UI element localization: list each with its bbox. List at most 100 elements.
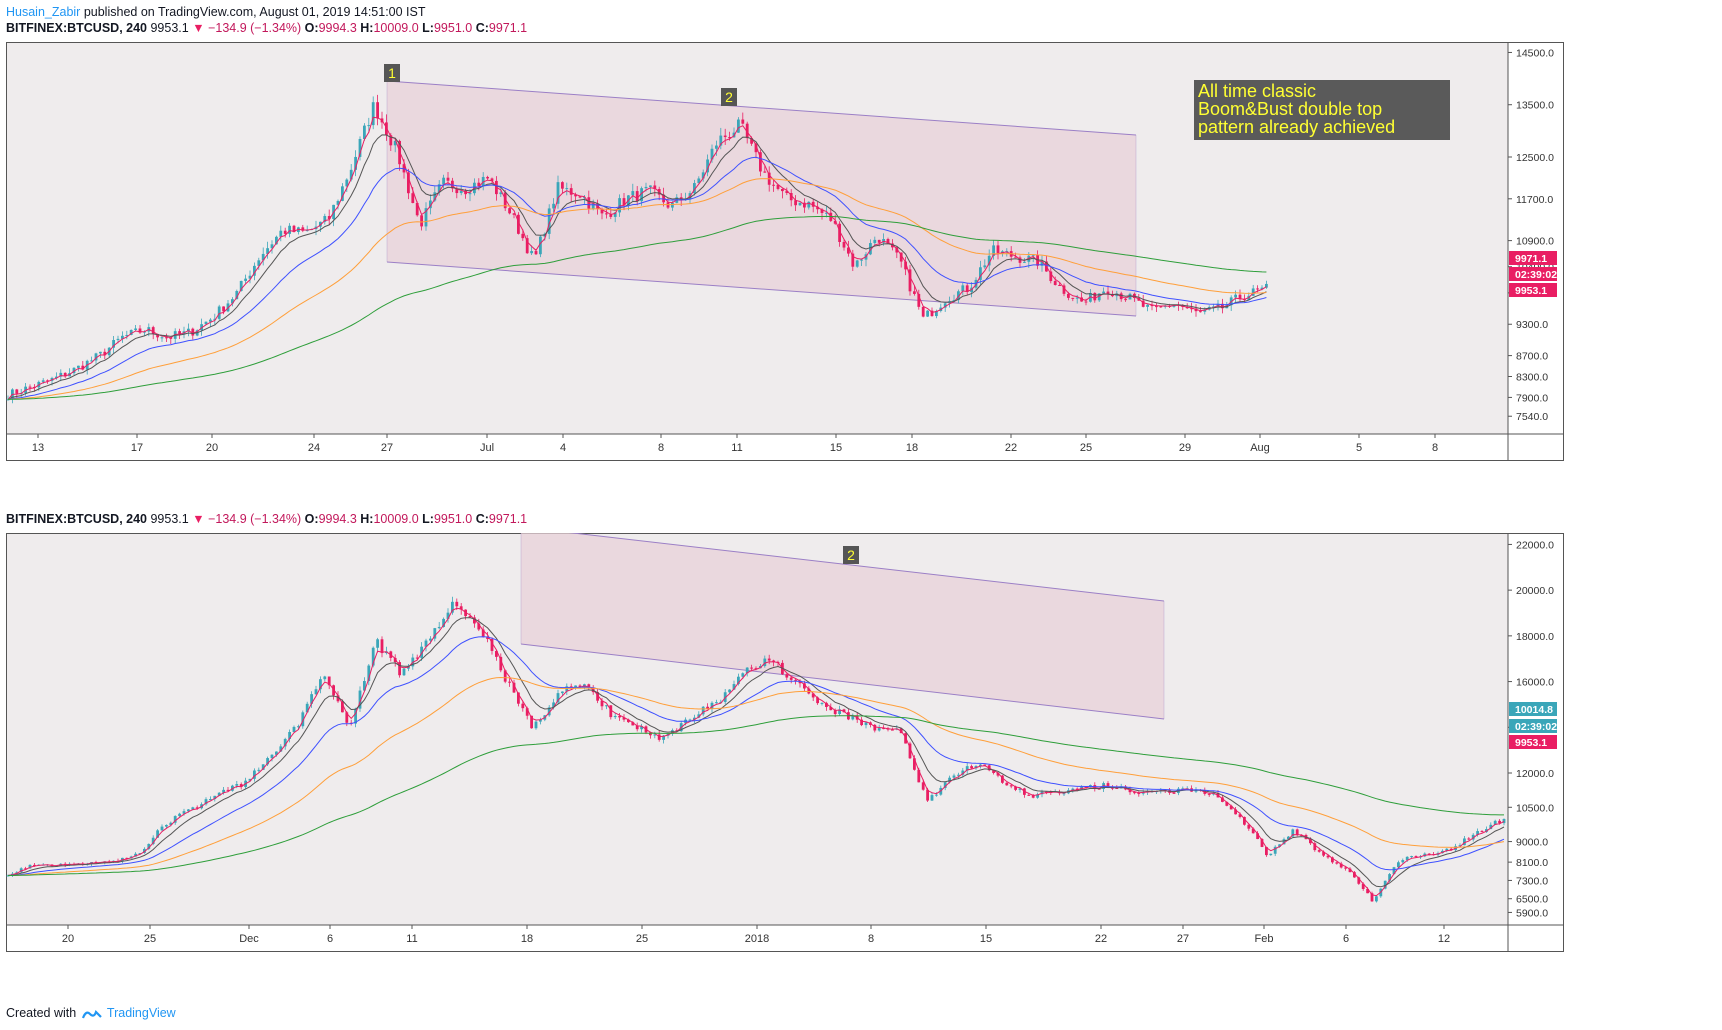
candle-body xyxy=(671,202,674,208)
x-tick-label: 27 xyxy=(381,442,393,454)
candle-body xyxy=(811,693,815,698)
candle-body xyxy=(270,754,274,759)
candle-body xyxy=(363,681,366,691)
candle-body xyxy=(622,198,626,206)
candle-body xyxy=(209,319,212,322)
chart-svg-bottom[interactable]: 22000.020000.018000.016000.014000.012000… xyxy=(6,533,1718,995)
y-tick-label: 18000.0 xyxy=(1516,631,1554,643)
candle-body xyxy=(424,640,428,647)
candle-body xyxy=(675,730,679,732)
candle-body xyxy=(1159,306,1163,308)
candle-body xyxy=(495,650,498,657)
candle-body xyxy=(640,188,643,202)
pane-border xyxy=(6,533,1564,952)
candle-body xyxy=(772,184,775,186)
x-tick-label: Dec xyxy=(239,933,259,945)
chart-pane-top[interactable]: 14500.013500.012500.011700.010900.010400… xyxy=(6,42,1718,504)
candle-body xyxy=(556,693,560,703)
candle-body xyxy=(693,183,696,194)
candle-body xyxy=(631,722,635,726)
candle-body xyxy=(1058,284,1061,286)
candle-body xyxy=(437,626,441,629)
candle-body xyxy=(1071,788,1075,791)
candle-body xyxy=(1102,291,1105,294)
candle-body xyxy=(600,700,604,707)
tradingview-logo-icon xyxy=(81,1009,102,1019)
channel-lower-line xyxy=(386,261,1137,317)
candle-body xyxy=(1238,294,1242,300)
candle-body xyxy=(187,809,190,812)
legend-change: −134.9 (−1.34%) xyxy=(208,21,302,35)
candle-body xyxy=(327,216,331,220)
annotation-text-line: Boom&Bust double top xyxy=(1198,99,1382,119)
last-price-label-bg xyxy=(1509,283,1557,297)
candle-body xyxy=(1410,856,1413,858)
candle-body xyxy=(1458,845,1462,847)
y-tick-label: 12500.0 xyxy=(1516,152,1554,164)
candle-body xyxy=(1097,788,1101,790)
candle-body xyxy=(1221,303,1224,309)
down-arrow-icon: ▼ xyxy=(192,512,205,526)
candle-body xyxy=(869,243,872,255)
ema-green-line xyxy=(8,715,1504,876)
candle-body xyxy=(1212,793,1215,795)
tradingview-brand-link[interactable]: TradingView xyxy=(106,1006,176,1020)
candle-body xyxy=(1251,828,1255,834)
candle-body xyxy=(103,351,107,356)
candle-body xyxy=(908,269,912,292)
x-tick-label: 11 xyxy=(406,933,417,945)
candle-body xyxy=(341,186,344,201)
y-tick-label: 8100.0 xyxy=(1516,857,1548,869)
candle-body xyxy=(407,172,410,194)
legend-top: BITFINEX:BTCUSD, 240 9953.1 ▼ −134.9 (−1… xyxy=(6,20,527,36)
candle-body xyxy=(697,714,701,718)
candle-body xyxy=(979,764,982,767)
legend-high-label: H: xyxy=(360,512,374,526)
candle-body xyxy=(28,864,32,869)
author-link[interactable]: Husain_Zabir xyxy=(6,5,81,19)
candle-body xyxy=(72,367,76,374)
candle-body xyxy=(134,853,137,857)
candle-body xyxy=(468,616,472,618)
candle-body xyxy=(451,601,454,613)
x-tick-label: 17 xyxy=(131,442,143,454)
candle-body xyxy=(917,293,921,307)
chart-pane-bottom[interactable]: 22000.020000.018000.016000.014000.012000… xyxy=(6,533,1718,995)
y-tick-label: 13500.0 xyxy=(1516,100,1554,112)
candle-body xyxy=(750,138,753,144)
chart-svg-top[interactable]: 14500.013500.012500.011700.010900.010400… xyxy=(6,42,1718,504)
candle-body xyxy=(1014,786,1017,790)
ema-blue-line xyxy=(7,156,1267,400)
candle-body xyxy=(1313,843,1317,851)
candle-body xyxy=(825,702,828,707)
candle-body xyxy=(820,209,824,213)
candle-body xyxy=(138,853,142,855)
candle-body xyxy=(1027,794,1031,796)
candle-body xyxy=(996,772,1000,776)
candle-body xyxy=(1084,786,1088,788)
candle-body xyxy=(279,746,283,752)
candle-body xyxy=(605,213,608,215)
candle-body xyxy=(429,200,432,209)
candle-body xyxy=(499,192,503,195)
candle-body xyxy=(24,868,27,870)
candle-body xyxy=(816,206,819,210)
candle-body xyxy=(459,190,463,194)
candle-body xyxy=(825,212,828,214)
candle-body xyxy=(547,208,551,234)
candle-body xyxy=(1203,309,1207,312)
candle-body xyxy=(182,811,186,814)
candle-body xyxy=(349,169,353,180)
candle-body xyxy=(46,380,49,382)
candle-body xyxy=(640,726,643,730)
candle-body xyxy=(1247,824,1251,829)
candle-body xyxy=(147,843,151,849)
candle-body xyxy=(935,794,938,796)
candle-body xyxy=(222,789,225,793)
candle-body xyxy=(239,784,243,787)
candle-body xyxy=(741,673,745,677)
candle-body xyxy=(160,826,164,831)
candle-body xyxy=(965,766,969,771)
candle-body xyxy=(1075,788,1079,790)
candle-body xyxy=(851,715,855,720)
